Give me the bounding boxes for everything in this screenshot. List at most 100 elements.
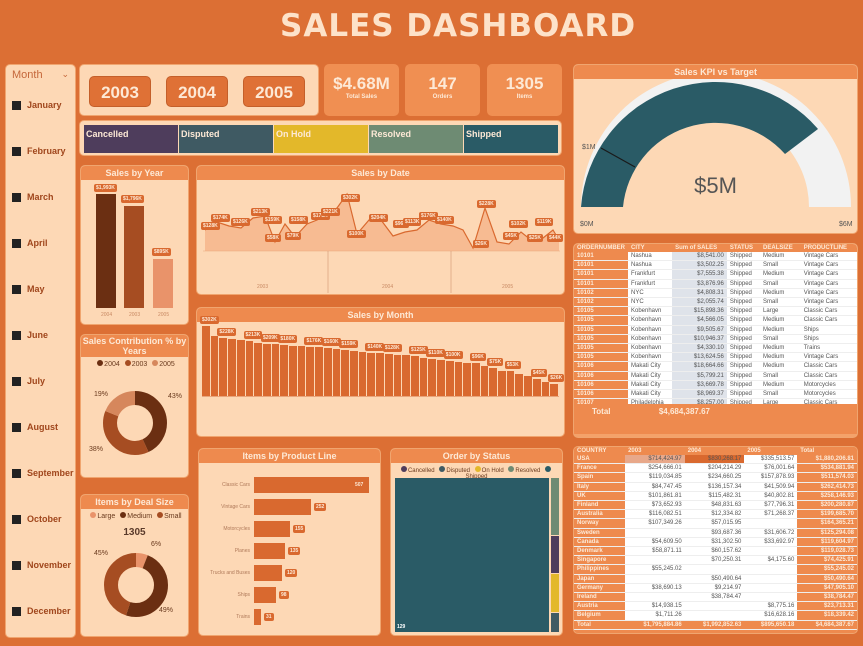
month-bar[interactable] bbox=[532, 379, 542, 396]
month-bar[interactable] bbox=[445, 361, 455, 396]
orders-col-header[interactable]: CITY bbox=[628, 244, 673, 252]
month-bar[interactable] bbox=[541, 382, 551, 396]
month-bar[interactable] bbox=[306, 347, 316, 396]
month-option-july[interactable]: July bbox=[12, 376, 45, 386]
month-bar[interactable] bbox=[428, 359, 438, 396]
treemap-resolved[interactable] bbox=[551, 478, 559, 535]
treemap-disputed[interactable] bbox=[551, 613, 559, 632]
country-table-row[interactable]: Italy $84,747.45 $136,157.34 $41,509.94 $262… bbox=[574, 482, 857, 492]
checkbox-icon[interactable] bbox=[12, 330, 21, 340]
month-bar[interactable] bbox=[210, 336, 220, 396]
product-line-bar[interactable] bbox=[254, 499, 311, 515]
orders-table-row[interactable]: 10105 Kobenhavn $10,946.37 Shipped Small Ship… bbox=[574, 334, 857, 345]
month-bar[interactable] bbox=[515, 374, 525, 396]
status-disputed[interactable]: Disputed bbox=[179, 125, 273, 153]
month-bar[interactable] bbox=[550, 384, 559, 396]
month-bar[interactable] bbox=[315, 347, 324, 396]
month-bar[interactable] bbox=[245, 341, 255, 396]
checkbox-icon[interactable] bbox=[12, 238, 21, 248]
country-col-header[interactable]: 2005 bbox=[744, 447, 798, 455]
orders-table-row[interactable]: 10105 Kobenhavn $4,566.05 Shipped Medium Clas… bbox=[574, 315, 857, 326]
checkbox-icon[interactable] bbox=[12, 100, 21, 110]
country-table-row[interactable]: Canada $54,609.50 $31,302.50 $33,692.97 $119… bbox=[574, 537, 857, 548]
orders-table-row[interactable]: 10106 Makati City $8,969.37 Shipped Small Mot… bbox=[574, 389, 857, 400]
status-on-hold[interactable]: On Hold bbox=[274, 125, 368, 153]
month-option-october[interactable]: October bbox=[12, 514, 62, 524]
orders-col-header[interactable]: STATUS bbox=[726, 244, 761, 252]
country-table-row[interactable]: Australia $116,082.51 $12,334.82 $71,268.37… bbox=[574, 509, 857, 520]
orders-table-row[interactable]: 10105 Kobenhavn $15,898.36 Shipped Large Clas… bbox=[574, 306, 857, 317]
orders-table-row[interactable]: 10101 Frankfurt $3,876.96 Shipped Small Vinta… bbox=[574, 279, 857, 289]
status-resolved[interactable]: Resolved bbox=[369, 125, 463, 153]
country-table-row[interactable]: Denmark $58,871.11 $60,157.62 $119,028.73 bbox=[574, 546, 857, 557]
month-bar[interactable] bbox=[402, 355, 411, 396]
month-bar[interactable] bbox=[454, 362, 464, 396]
checkbox-icon[interactable] bbox=[12, 422, 21, 432]
orders-table-row[interactable]: 10105 Kobenhavn $4,330.10 Shipped Medium Trai… bbox=[574, 343, 857, 354]
month-bar[interactable] bbox=[471, 363, 481, 396]
treemap-on-hold[interactable] bbox=[551, 574, 559, 612]
orders-table-row[interactable]: 10102 NYC $4,808.31 Shipped Medium Vintage Ca… bbox=[574, 288, 857, 299]
bar-2005[interactable] bbox=[153, 259, 173, 308]
month-bar[interactable] bbox=[410, 356, 420, 396]
treemap-cancelled[interactable] bbox=[551, 536, 559, 573]
orders-table-row[interactable]: 10107 Philadelphia $8,257.00 Shipped Large Cl… bbox=[574, 398, 857, 404]
checkbox-icon[interactable] bbox=[12, 560, 21, 570]
month-bar[interactable] bbox=[271, 344, 281, 396]
country-table-row[interactable]: Singapore $70,250.31 $4,175.60 $74,425.91 bbox=[574, 555, 857, 566]
chevron-down-icon[interactable]: ⌄ bbox=[61, 69, 69, 79]
month-bar[interactable] bbox=[358, 352, 368, 396]
country-table-row[interactable]: Japan $50,490.64 $50,490.64 bbox=[574, 574, 857, 584]
month-bar[interactable] bbox=[437, 360, 446, 396]
checkbox-icon[interactable] bbox=[12, 146, 21, 156]
month-bar[interactable] bbox=[384, 354, 394, 396]
country-table-row[interactable]: Ireland $38,784.47 $38,784.47 bbox=[574, 592, 857, 603]
country-table-row[interactable]: Germany $38,690.13 $9,214.97 $47,905.10 bbox=[574, 583, 857, 594]
product-line-bar[interactable] bbox=[254, 521, 290, 537]
orders-col-header[interactable]: PRODUCTLINE bbox=[800, 244, 857, 252]
year-button-2005[interactable]: 2005 bbox=[243, 76, 305, 107]
country-table-row[interactable]: Austria $14,938.15 $8,775.16 $23,713.31 bbox=[574, 601, 857, 612]
month-option-february[interactable]: February bbox=[12, 146, 66, 156]
checkbox-icon[interactable] bbox=[12, 468, 21, 478]
month-option-april[interactable]: April bbox=[12, 238, 48, 248]
treemap-shipped[interactable]: 129 bbox=[395, 478, 549, 632]
bar-2004[interactable] bbox=[96, 194, 116, 308]
month-bar[interactable] bbox=[228, 339, 237, 396]
month-bar[interactable] bbox=[219, 338, 229, 396]
orders-table-row[interactable]: 10101 Nashua $8,541.00 Shipped Medium Vintage… bbox=[574, 252, 857, 262]
month-bar[interactable] bbox=[280, 345, 290, 396]
country-table-row[interactable]: Sweden $93,687.36 $31,606.72 $125,294.08 bbox=[574, 528, 857, 538]
country-col-header[interactable]: Total bbox=[797, 447, 857, 455]
month-option-june[interactable]: June bbox=[12, 330, 48, 340]
product-line-bar[interactable] bbox=[254, 477, 369, 493]
orders-table-row[interactable]: 10106 Makati City $5,799.21 Shipped Small Cla… bbox=[574, 371, 857, 381]
orders-table-scroll[interactable]: ORDERNUMBER CITY Sum of SALES STATUS DEALSIZ… bbox=[574, 244, 857, 404]
orders-table-row[interactable]: 10106 Makati City $3,669.78 Shipped Medium Mo… bbox=[574, 380, 857, 391]
country-col-header[interactable]: COUNTRY bbox=[574, 447, 626, 455]
product-line-bar[interactable] bbox=[254, 565, 282, 581]
month-slicer[interactable]: Month ⌄ January February March April May June… bbox=[5, 64, 76, 638]
orders-table-row[interactable]: 10105 Kobenhavn $9,505.67 Shipped Medium Ship… bbox=[574, 325, 857, 335]
orders-table-row[interactable]: 10102 NYC $2,055.74 Shipped Small Vintage Car… bbox=[574, 297, 857, 308]
country-table-row[interactable]: Philippines $55,245.02 $55,245.02 bbox=[574, 564, 857, 575]
orders-table-row[interactable]: 10101 Nashua $3,502.25 Shipped Small Vintage … bbox=[574, 260, 857, 271]
country-col-header[interactable]: 2004 bbox=[684, 447, 745, 455]
month-bar[interactable] bbox=[254, 343, 263, 396]
orders-table-row[interactable]: 10105 Kobenhavn $13,624.56 Shipped Medium Vin… bbox=[574, 352, 857, 363]
country-table-row[interactable]: Spain $119,034.85 $234,660.25 $157,878.93 $5… bbox=[574, 472, 857, 483]
checkbox-icon[interactable] bbox=[12, 606, 21, 616]
country-table-row[interactable]: Belgium $1,711.26 $16,628.16 $18,339.42 bbox=[574, 610, 857, 621]
month-bar[interactable] bbox=[463, 363, 472, 396]
month-bar[interactable] bbox=[489, 368, 499, 396]
month-option-august[interactable]: August bbox=[12, 422, 58, 432]
month-bar[interactable] bbox=[332, 349, 342, 396]
month-bar[interactable] bbox=[480, 366, 490, 396]
country-table-row[interactable]: Norway $107,349.26 $57,015.95 $164,365.21 bbox=[574, 518, 857, 529]
month-option-march[interactable]: March bbox=[12, 192, 54, 202]
month-bar[interactable] bbox=[262, 344, 272, 396]
month-bar[interactable] bbox=[419, 358, 429, 396]
month-bar[interactable] bbox=[341, 350, 351, 396]
month-bar[interactable] bbox=[323, 348, 333, 396]
month-bar[interactable] bbox=[202, 326, 211, 396]
